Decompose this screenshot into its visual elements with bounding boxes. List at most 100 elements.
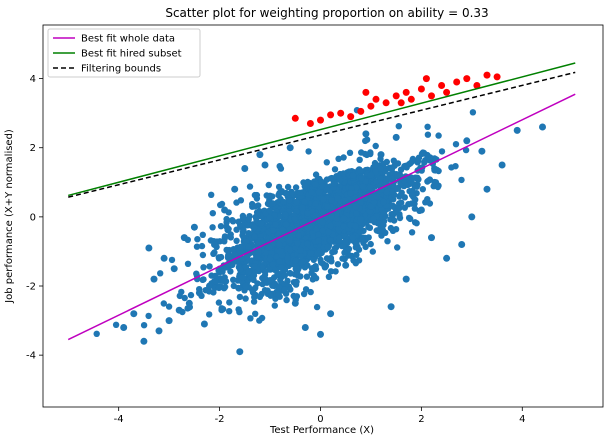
hired-point: [407, 95, 415, 103]
cloud-point: [242, 282, 250, 290]
all-point: [266, 192, 274, 200]
cloud-point: [247, 315, 254, 322]
cloud-point: [458, 176, 465, 184]
cloud-point: [396, 214, 404, 222]
cloud-point: [233, 237, 240, 244]
cloud-point: [328, 197, 335, 204]
cloud-point: [199, 251, 207, 259]
hired-point: [372, 95, 380, 103]
cloud-point: [157, 270, 164, 277]
all-point: [352, 203, 360, 210]
cloud-point: [372, 142, 379, 150]
all-points: [120, 123, 546, 356]
cloud-point: [388, 188, 395, 195]
cloud-point: [206, 311, 213, 318]
cloud-point: [362, 243, 369, 251]
cloud-point: [294, 240, 301, 247]
cloud-point: [313, 303, 321, 311]
cloud-point: [288, 189, 295, 196]
cloud-point: [393, 185, 401, 192]
cloud-point: [225, 225, 232, 233]
all-point: [155, 327, 163, 335]
all-point: [175, 306, 183, 314]
cloud-point: [336, 176, 344, 184]
cloud-point: [335, 155, 342, 162]
cloud-point: [388, 164, 395, 172]
cloud-point: [254, 253, 261, 261]
cloud-point: [320, 209, 327, 216]
cloud-point: [355, 257, 363, 264]
cloud-point: [265, 244, 273, 251]
cloud-point: [307, 250, 315, 257]
cloud-point: [353, 238, 360, 246]
cloud-point: [264, 287, 271, 294]
cloud-point: [353, 184, 360, 191]
cloud-point: [223, 246, 230, 254]
cloud-point: [199, 231, 206, 238]
cloud-point: [424, 123, 431, 130]
cloud-point: [221, 283, 229, 291]
cloud-point: [293, 198, 300, 206]
plot-area: [67, 62, 576, 356]
cloud-point: [208, 191, 215, 198]
cloud-point: [357, 199, 364, 206]
cloud-point: [251, 233, 258, 240]
cloud-point: [266, 214, 273, 221]
cloud-point: [327, 237, 334, 244]
all-point: [291, 299, 299, 307]
x-tick-label: -2: [215, 414, 225, 425]
cloud-point: [255, 248, 262, 256]
cloud-point: [284, 277, 291, 285]
y-tick-label: -2: [26, 282, 36, 293]
cloud-point: [373, 193, 381, 200]
all-point: [190, 223, 198, 231]
cloud-point: [370, 215, 377, 223]
cloud-point: [330, 180, 338, 187]
all-point: [211, 241, 218, 248]
all-point: [377, 151, 385, 159]
cloud-point: [312, 212, 319, 219]
cloud-point: [251, 263, 258, 270]
cloud-point: [215, 255, 223, 262]
cloud-point: [339, 255, 346, 262]
cloud-point: [140, 322, 148, 329]
cloud-point: [335, 234, 343, 242]
hired-point: [317, 116, 324, 124]
cloud-point: [251, 203, 259, 210]
hired-point: [473, 82, 481, 89]
all-point: [513, 126, 521, 134]
hired-point: [422, 75, 430, 83]
all-point: [170, 265, 178, 273]
all-point: [428, 234, 435, 242]
cloud-point: [215, 299, 223, 306]
cloud-point: [334, 261, 342, 268]
cloud-point: [333, 215, 340, 222]
cloud-point: [303, 273, 311, 280]
cloud-point: [435, 167, 442, 175]
cloud-point: [283, 189, 290, 197]
cloud-point: [256, 293, 264, 301]
cloud-point: [469, 109, 477, 116]
cloud-point: [275, 283, 283, 291]
cloud-point: [379, 226, 387, 234]
cloud-point: [392, 208, 400, 215]
cloud-point: [233, 226, 240, 233]
cloud-point: [348, 185, 355, 192]
cloud-point: [310, 272, 318, 279]
cloud-point: [315, 189, 323, 196]
cloud-point: [275, 291, 282, 298]
cloud-point: [297, 252, 305, 260]
cloud-point: [231, 251, 238, 258]
y-tick-label: -4: [26, 351, 36, 362]
y-tick-label: 0: [30, 212, 36, 223]
cloud-point: [187, 291, 195, 299]
cloud-point: [199, 276, 206, 283]
cloud-point: [397, 191, 404, 199]
all-point: [195, 289, 203, 297]
all-point: [231, 185, 239, 193]
cloud-point: [278, 264, 285, 271]
all-point: [407, 178, 415, 186]
hired-point: [493, 73, 501, 81]
cloud-point: [304, 224, 312, 232]
